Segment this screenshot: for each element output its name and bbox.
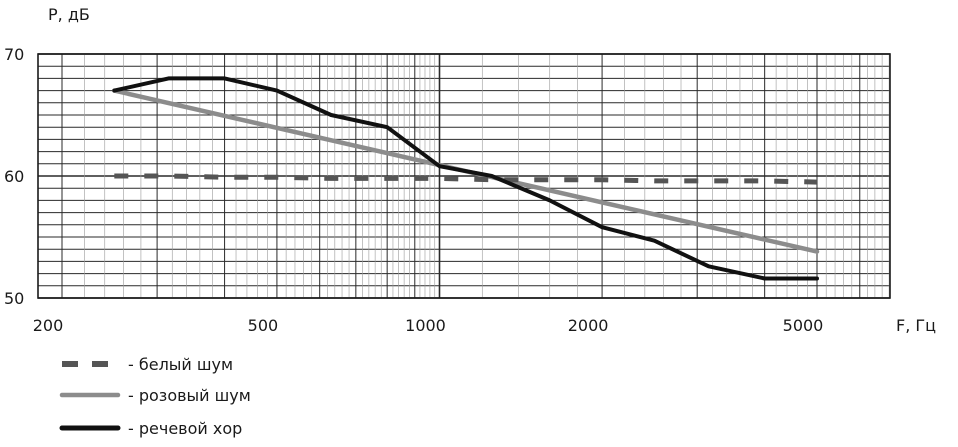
x-axis-label: F, Гц xyxy=(896,316,936,335)
legend-label-pink-noise: - розовый шум xyxy=(128,386,251,405)
tick-labels: 50 60 70 200 500 1000 2000 5000 xyxy=(4,45,823,335)
y-tick-label: 50 xyxy=(4,289,24,308)
series-layer xyxy=(112,76,820,281)
legend-label-speech-chorus: - речевой хор xyxy=(128,419,242,438)
series-line-speech-chorus xyxy=(112,76,819,281)
plot-frame xyxy=(37,53,891,299)
y-tick-label: 60 xyxy=(4,167,24,186)
x-tick-label: 500 xyxy=(248,316,279,335)
grid xyxy=(37,53,891,299)
x-tick-label: 2000 xyxy=(568,316,609,335)
x-tick-label: 5000 xyxy=(783,316,824,335)
x-tick-label: 200 xyxy=(33,316,64,335)
x-tick-label: 1000 xyxy=(405,316,446,335)
y-axis-label: P, дБ xyxy=(48,5,90,24)
y-tick-label: 70 xyxy=(4,45,24,64)
legend-label-white-noise: - белый шум xyxy=(128,355,233,374)
legend: - белый шум - розовый шум - речевой хор xyxy=(59,355,251,438)
